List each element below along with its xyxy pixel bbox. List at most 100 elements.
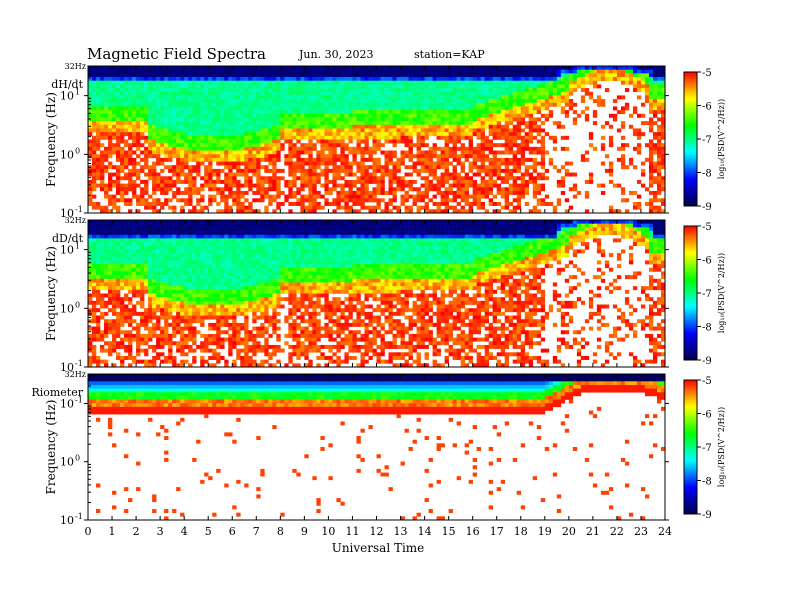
spectrogram-cell [132,245,137,250]
spectrogram-cell [452,106,457,111]
spectrogram-cell [336,190,341,195]
spectrogram-cell [200,176,205,181]
spectrogram-cell [256,143,261,148]
spectrogram-cell [96,293,101,298]
spectrogram-cell [300,91,305,96]
spectrogram-cell [404,143,409,148]
spectrogram-cell [408,165,413,170]
spectrogram-cell [576,113,582,118]
spectrogram-cell [388,176,393,181]
spectrogram-cell [344,117,349,122]
spectrogram-cell [216,113,221,118]
spectrogram-cell [232,117,237,122]
spectrogram-cell [516,106,522,111]
spectrogram-cell [488,150,493,155]
spectrogram-cell [204,95,209,100]
spectrogram-cell [492,172,498,177]
spectrogram-cell [320,91,325,96]
spectrogram-cell [124,333,129,338]
spectrogram-cell [148,113,153,118]
spectrogram-cell [556,69,562,74]
spectrogram-cell [88,110,93,115]
spectrogram-cell [132,172,137,177]
spectrogram-cell [288,187,293,192]
spectrogram-cell [620,190,626,195]
spectrogram-cell [320,117,325,122]
spectrogram-cell [100,150,105,155]
spectrogram-cell [416,66,421,70]
spectrogram-cell [120,304,125,309]
spectrogram-cell [636,132,642,137]
spectrogram-cell [120,227,125,232]
spectrogram-cell [316,128,321,133]
spectrogram-cell [544,77,550,81]
spectrogram-cell [332,117,337,122]
spectrogram-cell [204,205,209,210]
spectrogram-cell [416,187,421,192]
spectrogram-cell [300,183,305,188]
spectrogram-cell [296,176,301,181]
spectrogram-cell [228,73,233,78]
spectrogram-cell [228,66,233,70]
spectrogram-cell [132,326,137,331]
spectrogram-cell [504,73,510,78]
spectrogram-cell [156,88,161,93]
spectrogram-cell [504,187,510,192]
spectrogram-cell [332,154,337,159]
spectrogram-cell [560,190,566,195]
spectrogram-cell [468,209,473,214]
spectrogram-cell [308,165,313,170]
spectrogram-cell [312,157,317,162]
spectrogram-cell [364,172,369,177]
spectrogram-cell [104,77,109,81]
spectrogram-cell [360,128,365,133]
spectrogram-cell [88,308,93,313]
spectrogram-cell [508,106,514,111]
spectrogram-cell [512,157,518,162]
colorbar-swatch [684,94,697,97]
spectrogram-cell [612,99,618,104]
spectrogram-cell [320,157,325,162]
spectrogram-cell [432,176,437,181]
spectrogram-cell [368,99,373,104]
spectrogram-cell [120,330,125,335]
spectrogram-cell [152,135,157,140]
spectrogram-cell [404,88,409,93]
spectrogram-cell [332,84,337,89]
spectrogram-cell [460,168,465,173]
spectrogram-cell [460,73,465,78]
spectrogram-cell [156,66,161,70]
spectrogram-cell [520,157,526,162]
spectrogram-cell [456,161,461,166]
spectrogram-cell [632,106,638,111]
spectrogram-cell [112,326,117,331]
spectrogram-cell [312,179,317,184]
spectrogram-cell [128,286,133,291]
spectrogram-cell [160,179,165,184]
spectrogram-cell [112,117,117,122]
spectrogram-cell [120,282,125,287]
spectrogram-cell [96,245,101,250]
spectrogram-cell [568,187,574,192]
spectrogram-cell [640,69,646,74]
spectrogram-cell [660,80,666,85]
spectrogram-cell [120,73,125,78]
spectrogram-cell [156,172,161,177]
spectrogram-cell [316,80,321,85]
spectrogram-cell [288,209,293,214]
spectrogram-cell [524,139,530,144]
spectrogram-cell [364,128,369,133]
spectrogram-cell [196,124,201,129]
spectrogram-cell [148,66,153,70]
spectrogram-cell [292,201,297,206]
spectrogram-cell [196,99,201,104]
spectrogram-cell [496,73,502,78]
spectrogram-cell [348,161,353,166]
spectrogram-cell [292,77,297,81]
spectrogram-cell [128,66,133,70]
spectrogram-cell [236,161,241,166]
spectrogram-cell [284,117,289,122]
spectrogram-cell [384,209,389,214]
spectrogram-cell [432,113,437,118]
spectrogram-cell [560,146,566,151]
